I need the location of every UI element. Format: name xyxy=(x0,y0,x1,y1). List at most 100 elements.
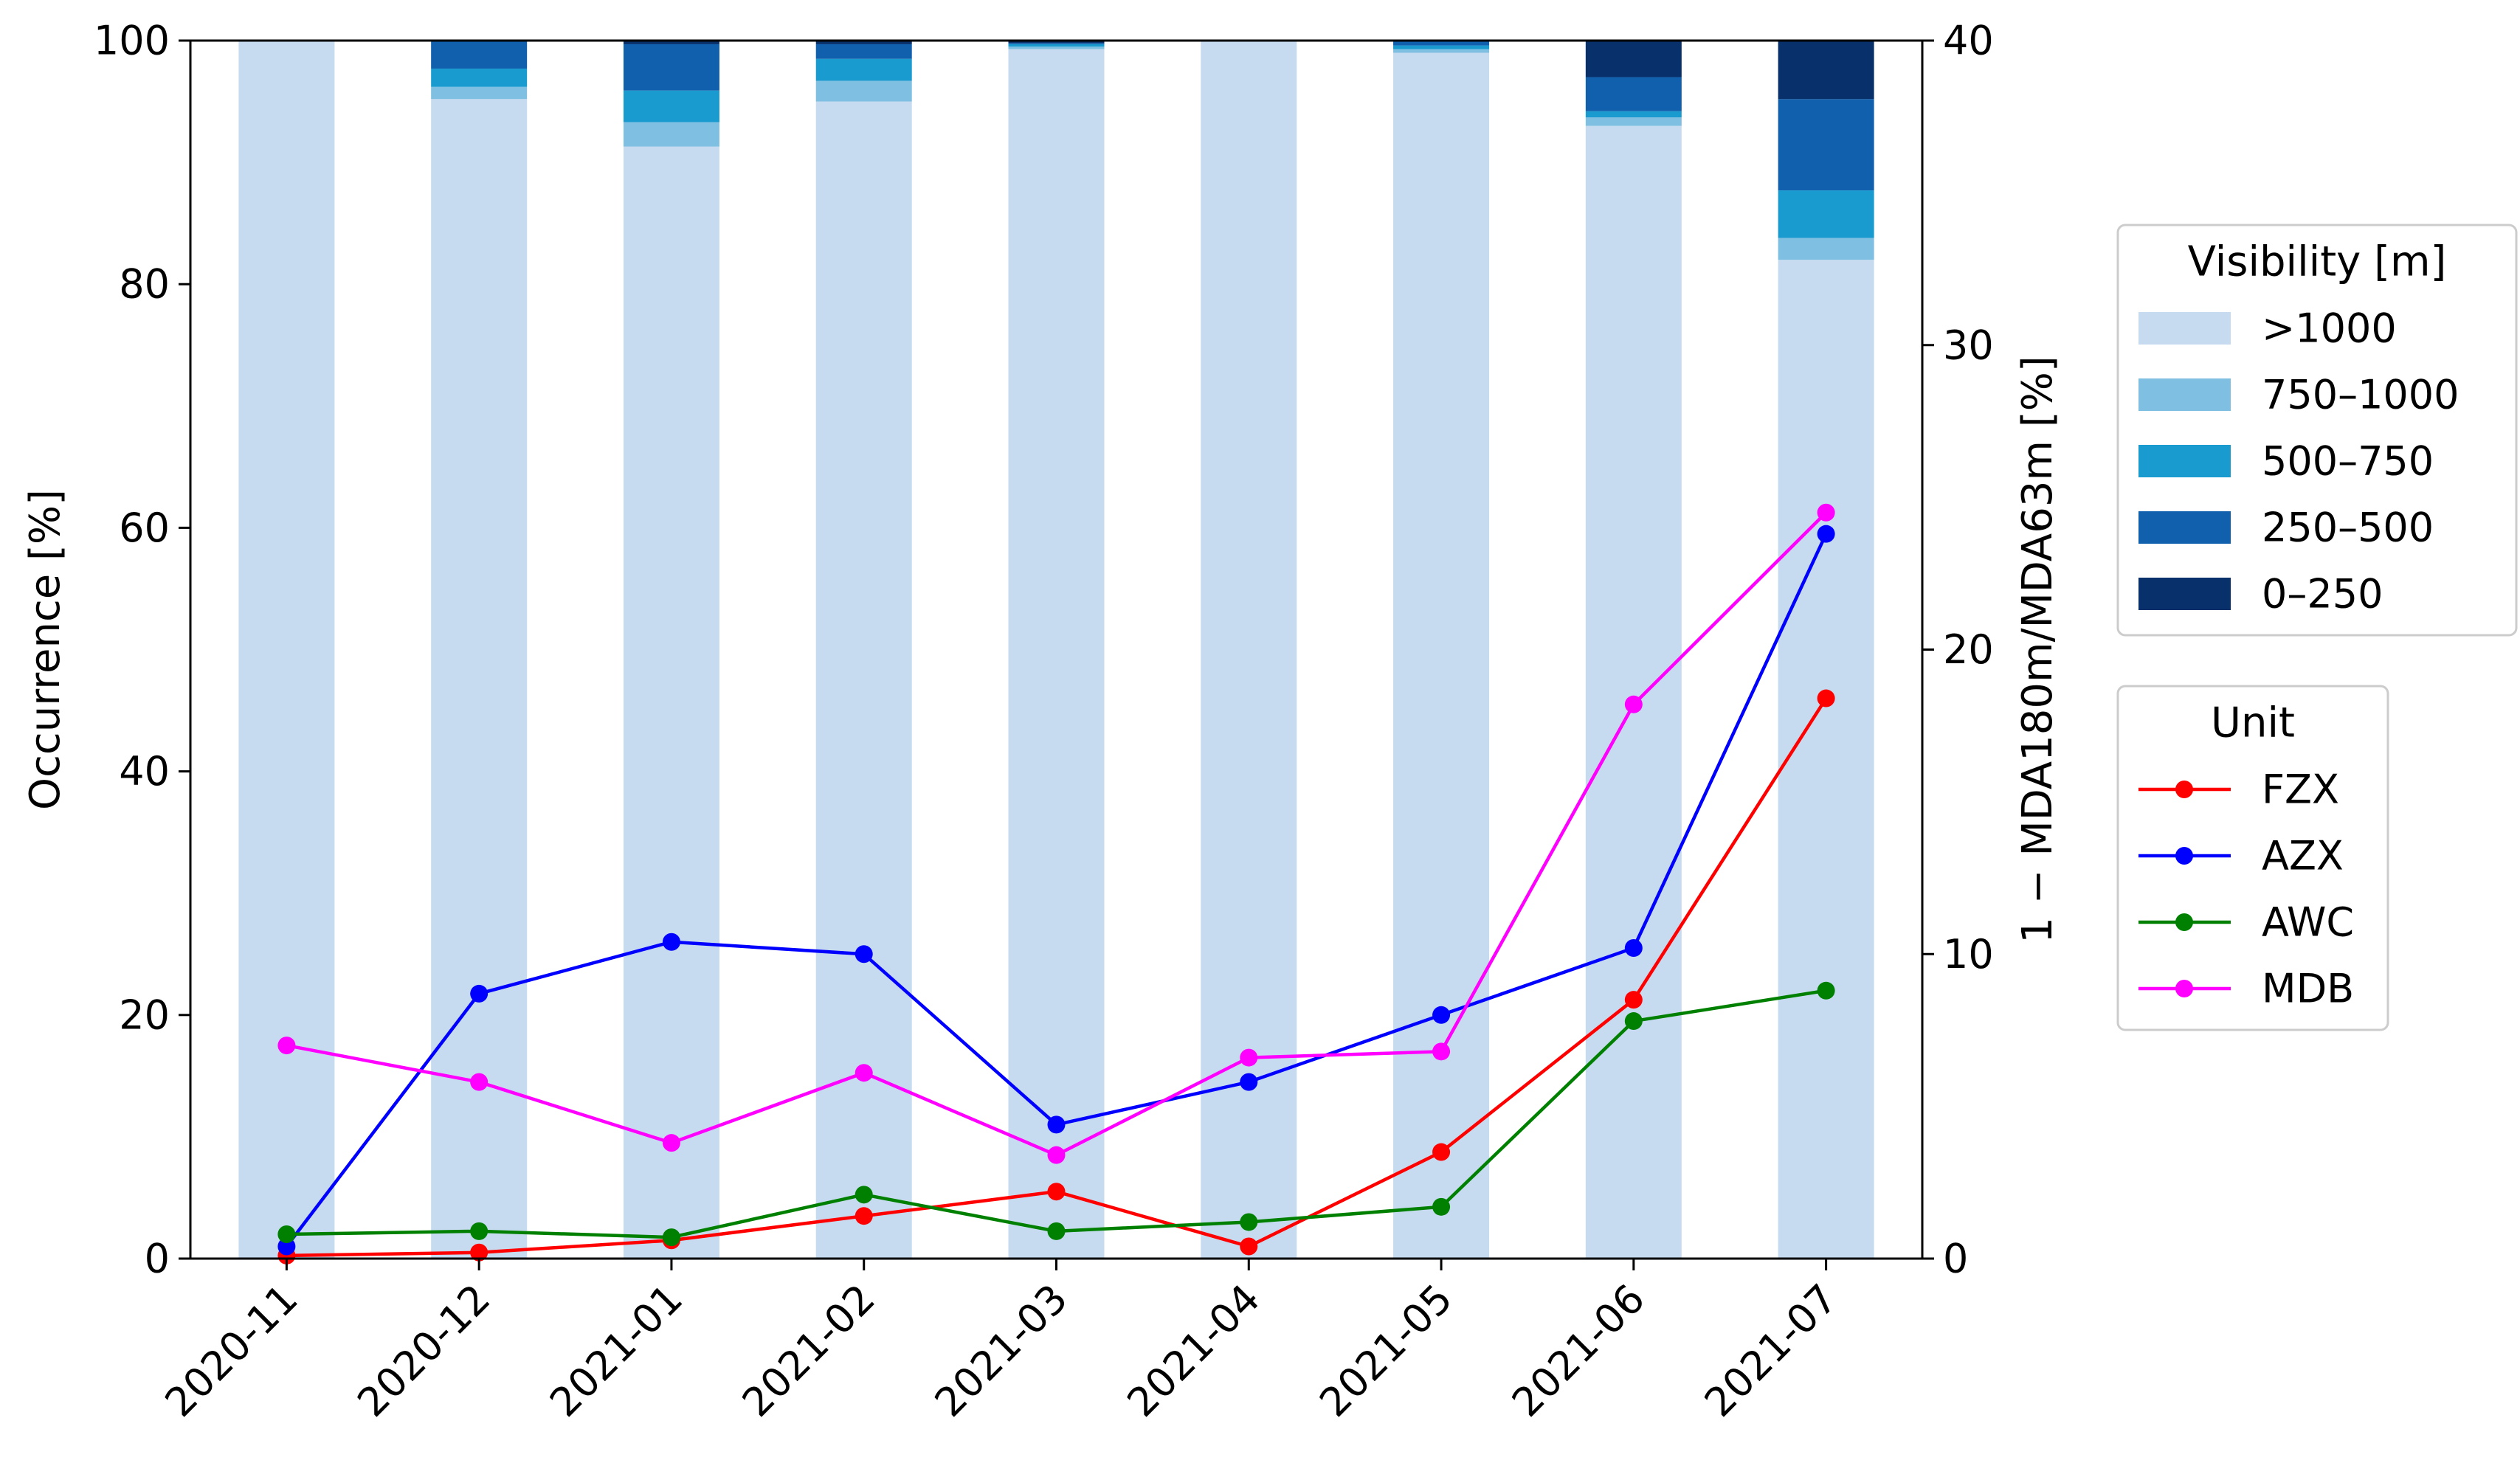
y-tick-label-left: 0 xyxy=(145,1236,170,1282)
y-tick-label-left: 40 xyxy=(119,748,170,795)
unit-legend-label: MDB xyxy=(2262,966,2354,1012)
x-tick-label: 2021-07 xyxy=(1696,1276,1846,1426)
bar-2020-12->1000 xyxy=(431,99,528,1259)
bar-2021-01->1000 xyxy=(623,146,719,1259)
visibility-legend-label: 250–500 xyxy=(2262,505,2434,551)
visibility-legend-label: 0–250 xyxy=(2262,571,2383,617)
bar-2021-07->1000 xyxy=(1778,260,1874,1259)
point-FZX-2021-04 xyxy=(1240,1237,1258,1256)
point-AZX-2021-01 xyxy=(662,933,680,951)
bar-2021-05-750–1000 xyxy=(1393,49,1490,53)
visibility-legend-label: 500–750 xyxy=(2262,438,2434,485)
point-AWC-2021-06 xyxy=(1624,1012,1643,1031)
point-FZX-2021-05 xyxy=(1432,1143,1451,1161)
unit-legend-label: FZX xyxy=(2262,767,2339,813)
bar-2021-02-0–250 xyxy=(815,41,912,44)
x-tick-label: 2021-06 xyxy=(1503,1276,1654,1426)
y-tick-label-left: 100 xyxy=(94,18,170,64)
point-FZX-2020-12 xyxy=(470,1243,489,1262)
y-tick-label-right: 0 xyxy=(1943,1236,1968,1282)
point-FZX-2021-03 xyxy=(1047,1183,1066,1201)
bar-2021-06->1000 xyxy=(1585,125,1682,1259)
y-tick-label-right: 20 xyxy=(1943,626,1994,673)
bar-2021-01-250–500 xyxy=(623,44,719,91)
point-AWC-2020-12 xyxy=(470,1222,489,1240)
x-tick-label: 2021-05 xyxy=(1311,1276,1461,1426)
unit-legend-marker xyxy=(2175,781,2193,798)
point-FZX-2021-06 xyxy=(1624,991,1643,1009)
x-tick-label: 2020-12 xyxy=(348,1276,499,1426)
visibility-legend-label: 750–1000 xyxy=(2262,372,2459,418)
point-MDB-2020-11 xyxy=(277,1037,296,1055)
point-AZX-2020-12 xyxy=(470,984,489,1003)
bar-2020-12-500–750 xyxy=(431,68,528,87)
bar-2021-03-0–250 xyxy=(1008,41,1105,44)
bar-2021-06-250–500 xyxy=(1585,77,1682,111)
x-tick-label: 2020-11 xyxy=(156,1276,306,1426)
point-AWC-2021-05 xyxy=(1432,1197,1451,1216)
point-AZX-2020-11 xyxy=(277,1237,296,1256)
point-AZX-2021-02 xyxy=(855,945,873,963)
bar-2021-03-250–500 xyxy=(1008,43,1105,44)
bar-2020-11->1000 xyxy=(238,41,335,1259)
visibility-legend-swatch xyxy=(2138,445,2231,477)
bar-2020-12-250–500 xyxy=(431,41,528,69)
x-tick-label: 2021-04 xyxy=(1118,1276,1268,1426)
visibility-legend-title: Visibility [m] xyxy=(2188,238,2447,286)
point-AWC-2021-03 xyxy=(1047,1222,1066,1240)
bar-2021-03-500–750 xyxy=(1008,44,1105,47)
visibility-legend-swatch xyxy=(2138,511,2231,544)
point-FZX-2021-02 xyxy=(855,1207,873,1225)
point-MDB-2021-07 xyxy=(1817,503,1835,522)
unit-legend-label: AZX xyxy=(2262,833,2344,879)
bars-layer xyxy=(238,41,1874,1259)
visibility-legend-swatch xyxy=(2138,578,2231,610)
unit-legend-label: AWC xyxy=(2262,899,2354,946)
point-MDB-2021-02 xyxy=(855,1064,873,1082)
point-AZX-2021-05 xyxy=(1432,1006,1451,1024)
point-AZX-2021-06 xyxy=(1624,938,1643,957)
bar-2021-06-0–250 xyxy=(1585,41,1682,77)
unit-legend-marker xyxy=(2175,847,2193,865)
y-axis-title-left: Occurrence [%] xyxy=(21,489,69,810)
bar-2021-07-0–250 xyxy=(1778,41,1874,100)
bar-2021-03->1000 xyxy=(1008,49,1105,1259)
bar-2021-07-500–750 xyxy=(1778,190,1874,238)
point-MDB-2021-04 xyxy=(1240,1048,1258,1067)
point-MDB-2021-03 xyxy=(1047,1146,1066,1164)
visibility-legend-label: >1000 xyxy=(2262,305,2397,352)
point-AWC-2021-01 xyxy=(662,1228,680,1247)
x-tick-label: 2021-01 xyxy=(541,1276,691,1426)
point-AWC-2020-11 xyxy=(277,1225,296,1243)
point-MDB-2020-12 xyxy=(470,1073,489,1091)
bar-2020-12-750–1000 xyxy=(431,86,528,100)
y-tick-label-left: 60 xyxy=(119,505,170,551)
point-AWC-2021-04 xyxy=(1240,1213,1258,1231)
point-FZX-2021-07 xyxy=(1817,689,1835,707)
bar-2021-05-250–500 xyxy=(1393,41,1490,46)
point-MDB-2021-06 xyxy=(1624,695,1643,713)
point-AZX-2021-03 xyxy=(1047,1115,1066,1134)
y-tick-label-left: 20 xyxy=(119,992,170,1038)
bar-2021-01-750–1000 xyxy=(623,122,719,147)
bar-2021-02-500–750 xyxy=(815,58,912,81)
unit-legend-marker xyxy=(2175,913,2193,931)
unit-legend-box xyxy=(2116,685,2389,1031)
y-tick-label-left: 80 xyxy=(119,261,170,308)
unit-legend-title: Unit xyxy=(2211,699,2295,747)
bar-2021-02-750–1000 xyxy=(815,80,912,102)
bar-2021-06-750–1000 xyxy=(1585,117,1682,126)
visibility-legend-swatch xyxy=(2138,312,2231,345)
bar-2021-05->1000 xyxy=(1393,52,1490,1259)
point-AZX-2021-04 xyxy=(1240,1073,1258,1091)
bar-2021-05-500–750 xyxy=(1393,45,1490,49)
lines-layer xyxy=(277,503,1835,1264)
bar-2021-07-750–1000 xyxy=(1778,238,1874,260)
bar-2021-03-750–1000 xyxy=(1008,46,1105,49)
y-tick-label-right: 10 xyxy=(1943,931,1994,978)
visibility-legend-swatch xyxy=(2138,378,2231,411)
point-AWC-2021-07 xyxy=(1817,981,1835,1000)
y-axis-title-right: 1 − MDA180m/MDA63m [%] xyxy=(2014,356,2062,944)
bar-2021-01-500–750 xyxy=(623,90,719,122)
